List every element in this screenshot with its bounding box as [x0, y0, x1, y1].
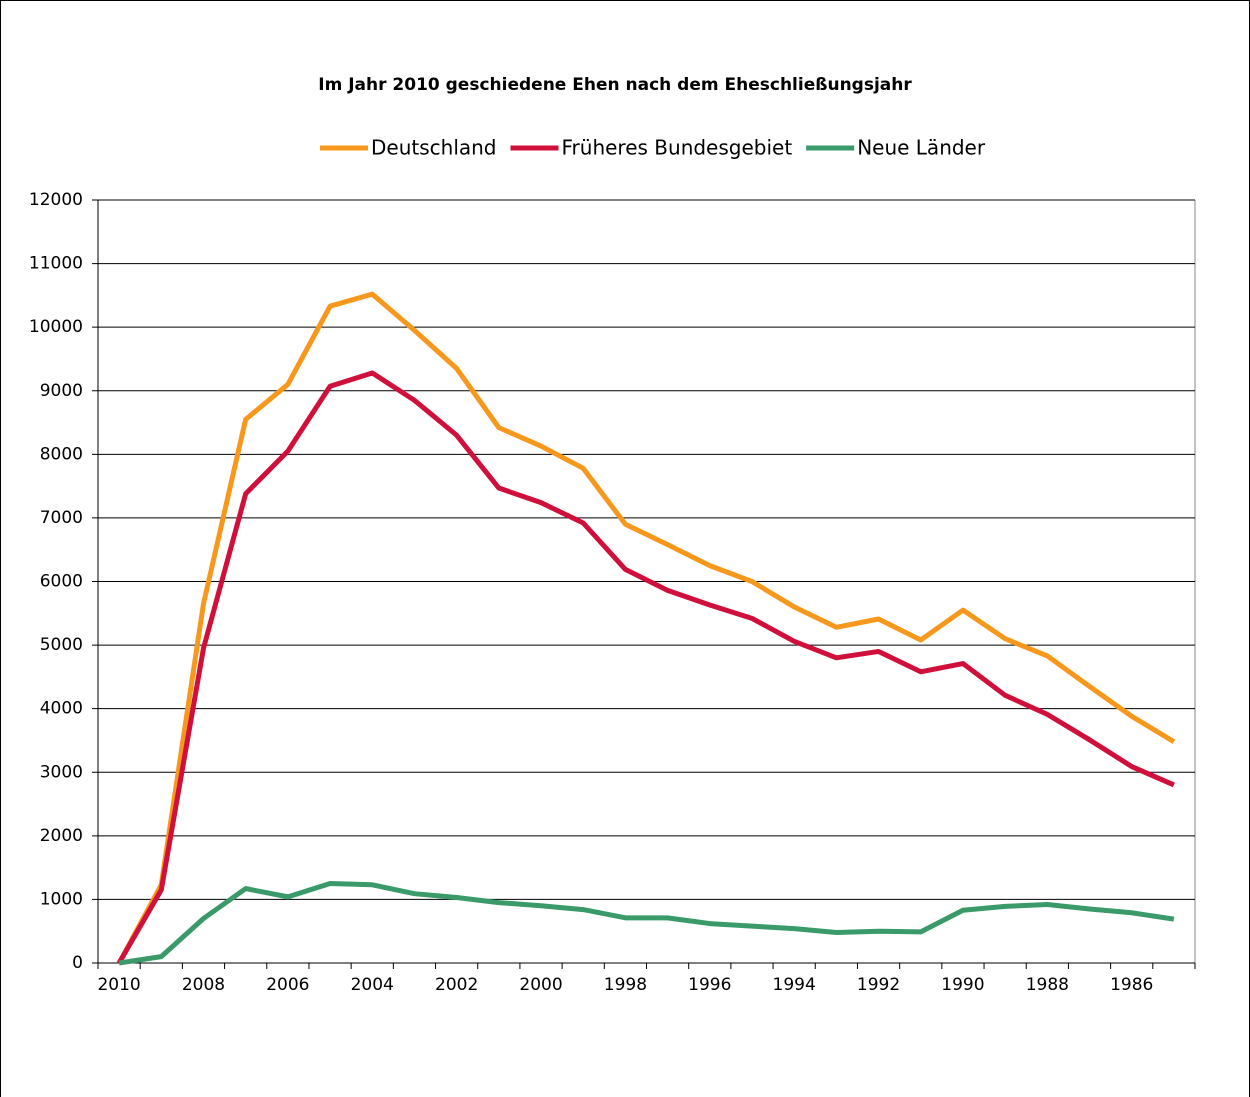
- y-tick-label: 4000: [40, 699, 83, 719]
- y-tick-label: 2000: [40, 826, 83, 846]
- x-tick-label: 1998: [604, 975, 647, 995]
- y-tick-label: 9000: [40, 381, 83, 401]
- line-series: [118, 881, 1175, 966]
- chart-title: Im Jahr 2010 geschiedene Ehen nach dem E…: [318, 75, 912, 95]
- x-tick-label: 2000: [519, 975, 562, 995]
- y-tick-label: 3000: [40, 762, 83, 782]
- legend-label: Neue Länder: [857, 136, 986, 160]
- line-series: [116, 370, 1175, 965]
- y-tick-label: 7000: [40, 508, 83, 528]
- y-tick-label: 6000: [40, 572, 83, 592]
- x-tick-label: 2004: [351, 975, 394, 995]
- y-tick-label: 11000: [29, 254, 83, 274]
- x-tick-label: 2010: [97, 975, 140, 995]
- y-tick-label: 12000: [29, 190, 83, 210]
- line-series: [116, 291, 1176, 965]
- x-tick-label: 1990: [941, 975, 984, 995]
- x-tick-label: 1994: [773, 975, 816, 995]
- y-tick-label: 1000: [40, 889, 83, 909]
- legend-label: Deutschland: [371, 136, 497, 160]
- x-tick-label: 2002: [435, 975, 478, 995]
- legend-label: Früheres Bundesgebiet: [562, 136, 793, 160]
- y-tick-label: 0: [72, 953, 83, 973]
- y-tick-label: 5000: [40, 635, 83, 655]
- x-tick-label: 2006: [266, 975, 309, 995]
- x-tick-label: 1986: [1110, 975, 1153, 995]
- y-tick-label: 10000: [29, 317, 83, 337]
- x-tick-label: 1996: [688, 975, 731, 995]
- x-tick-label: 1988: [1026, 975, 1069, 995]
- y-tick-label: 8000: [40, 444, 83, 464]
- x-tick-label: 2008: [182, 975, 225, 995]
- x-tick-label: 1992: [857, 975, 900, 995]
